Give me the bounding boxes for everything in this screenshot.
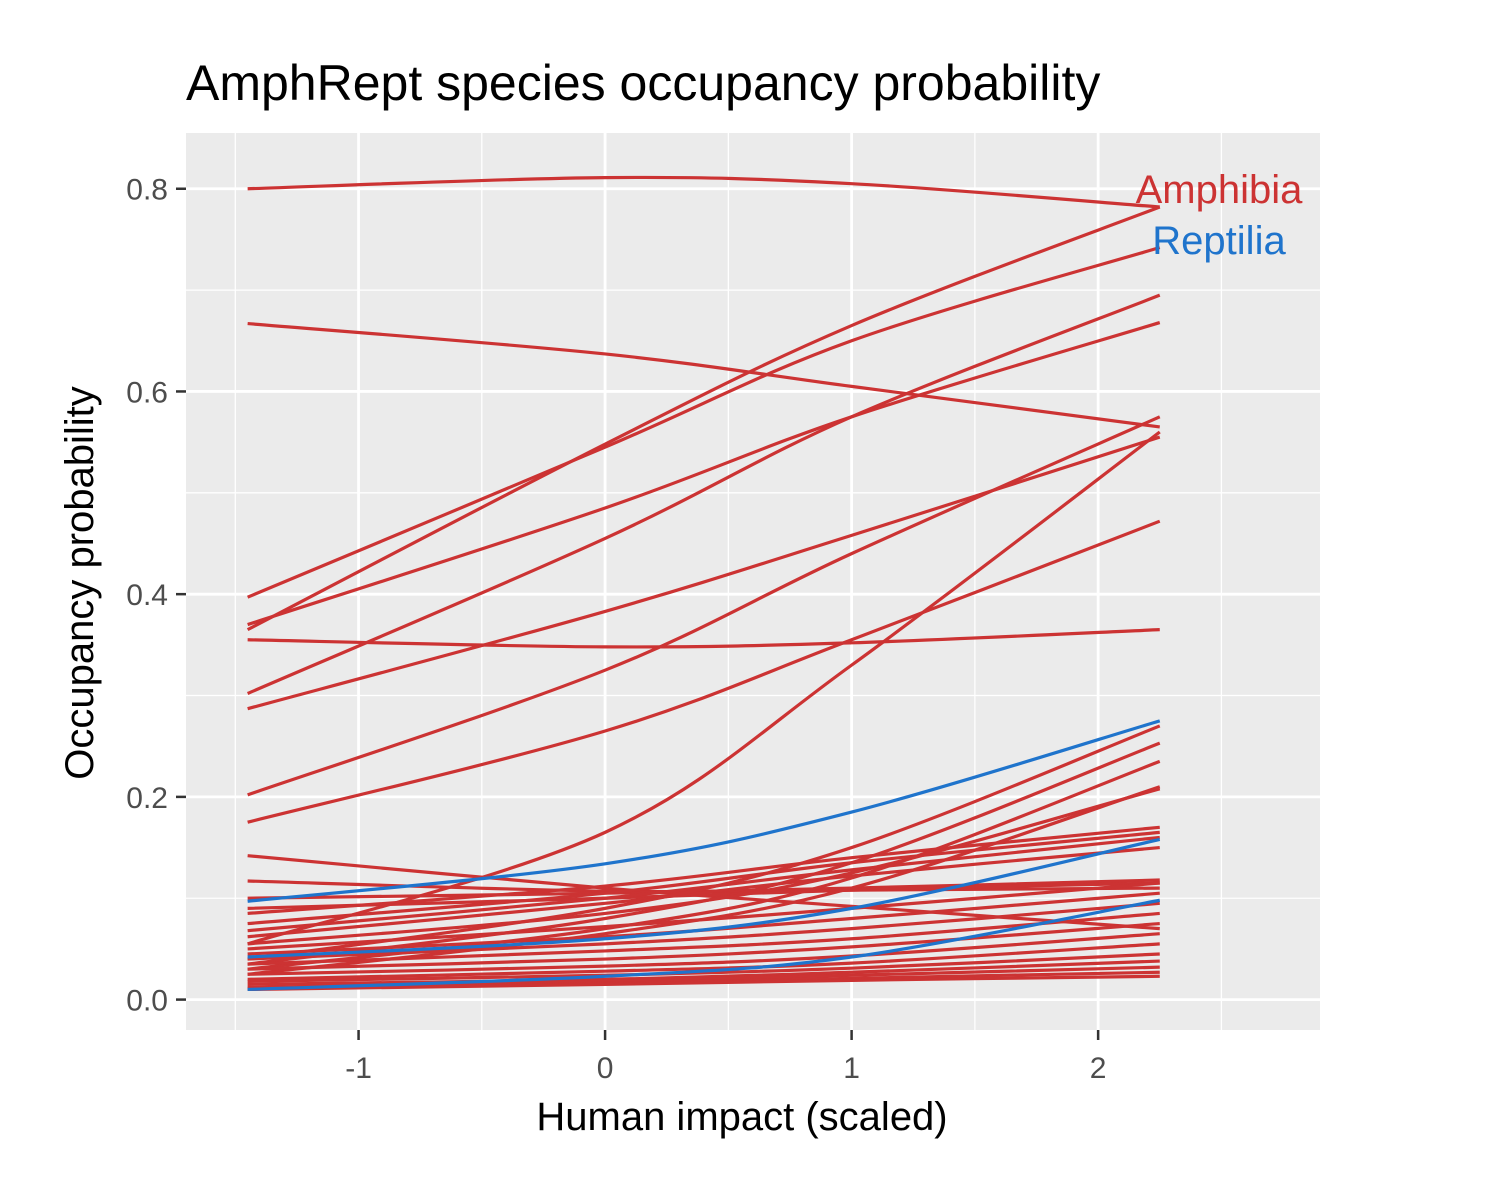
amphibia-series-line	[247, 628, 1160, 649]
amphibia-series-line	[247, 974, 1160, 992]
x-tick-label: 1	[843, 1052, 860, 1085]
reptilia-series-line	[247, 837, 1161, 959]
amphibia-series-line	[246, 293, 1161, 695]
y-tick-label: 0.2	[126, 782, 168, 815]
y-tick-label: 0.6	[126, 376, 168, 409]
legend-entry-amphibia: Amphibia	[1136, 168, 1304, 212]
series-layer	[246, 175, 1161, 992]
amphibia-series-line	[247, 415, 1161, 797]
reptilia-series-line	[247, 898, 1161, 992]
x-tick-label: 0	[597, 1052, 614, 1085]
axis-ticks: -1 0 1 2 0.0 0.2 0.4 0.6 0.8	[126, 174, 1106, 1085]
amphibia-series-line	[247, 881, 1160, 951]
amphibia-series-line	[247, 952, 1160, 983]
amphibia-series-line	[246, 205, 1161, 632]
x-tick-label: -1	[345, 1052, 372, 1085]
amphibia-series-line	[247, 825, 1160, 916]
amphibia-series-line	[247, 942, 1160, 981]
amphibia-series-line	[247, 881, 1160, 910]
amphibia-series-line	[247, 435, 1161, 711]
chart-title: AmphRept species occupancy probability	[186, 55, 1100, 111]
legend: Amphibia Reptilia	[1136, 168, 1304, 263]
amphibia-series-line	[247, 845, 1160, 939]
x-tick-label: 2	[1090, 1052, 1107, 1085]
amphibia-series-line	[247, 787, 1161, 946]
amphibia-series-line	[247, 321, 1161, 627]
y-tick-label: 0.0	[126, 985, 168, 1018]
amphibia-series-line	[247, 175, 1160, 209]
amphibia-series-line	[247, 932, 1160, 976]
amphibia-series-line	[247, 921, 1160, 971]
y-axis-title: Occupancy probability	[58, 386, 102, 780]
amphibia-series-line	[247, 959, 1160, 986]
grid-major	[186, 133, 1320, 1030]
legend-entry-reptilia: Reptilia	[1152, 219, 1286, 263]
amphibia-series-line	[247, 830, 1160, 926]
reptilia-series-line	[247, 719, 1161, 903]
amphibia-series-line	[247, 321, 1160, 429]
y-tick-label: 0.8	[126, 174, 168, 207]
y-tick-label: 0.4	[126, 579, 168, 612]
x-axis-title: Human impact (scaled)	[536, 1095, 947, 1139]
amphibia-series-line	[247, 245, 1161, 599]
amphibia-series-line	[247, 911, 1160, 966]
amphibia-series-line	[247, 519, 1161, 824]
amphibia-series-line	[247, 901, 1160, 961]
